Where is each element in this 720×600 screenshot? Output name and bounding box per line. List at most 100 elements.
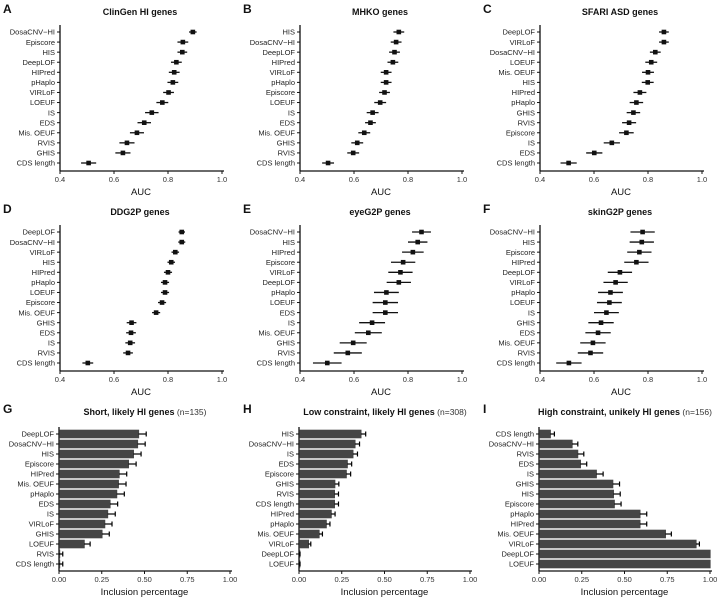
y-tick-label: DosaCNV−HI xyxy=(9,440,54,449)
bar xyxy=(59,529,103,539)
x-tick-label: 0.4 xyxy=(55,175,65,184)
bar xyxy=(539,429,551,439)
y-tick-label: Mis. OEUF xyxy=(257,530,294,539)
y-tick-label: HIPred xyxy=(272,58,295,67)
point-marker xyxy=(366,330,371,336)
point-marker xyxy=(382,90,387,95)
y-tick-label: IS xyxy=(528,139,535,148)
chart-title-text: DDG2P genes xyxy=(110,207,169,217)
point-marker xyxy=(419,229,424,235)
point-marker xyxy=(345,350,351,356)
point-marker xyxy=(166,90,171,95)
bar xyxy=(539,499,615,509)
chart-title-text: Short, likely HI genes xyxy=(84,407,175,417)
y-tick-label: EDS xyxy=(40,118,55,127)
point-marker xyxy=(162,290,168,295)
bar xyxy=(59,539,85,549)
y-tick-label: CDS length xyxy=(496,430,534,439)
y-tick-label: DeepLOF xyxy=(21,430,54,439)
point-marker xyxy=(604,310,609,315)
y-tick-label: DeepLOF xyxy=(502,268,535,277)
x-axis-label: Inclusion percentage xyxy=(581,587,669,598)
y-tick-label: IS xyxy=(288,318,295,327)
bar xyxy=(59,469,120,479)
y-tick-label: IS xyxy=(48,108,55,117)
y-tick-label: DeepLOF xyxy=(22,228,55,237)
y-tick-label: CDS length xyxy=(16,560,54,569)
y-tick-label: Mis. OEUF xyxy=(258,128,295,137)
y-tick-label: EDS xyxy=(39,500,54,509)
point-marker xyxy=(634,259,639,265)
point-marker xyxy=(325,160,331,166)
y-tick-label: EDS xyxy=(280,308,295,317)
y-tick-label: pHaplo xyxy=(511,288,535,297)
y-tick-label: CDS length xyxy=(497,159,535,168)
y-tick-label: VIRLoF xyxy=(510,38,536,47)
bar xyxy=(539,449,579,459)
y-tick-label: Episcore xyxy=(506,248,535,257)
x-tick-label: 0.6 xyxy=(349,175,359,184)
y-tick-label: GHIS xyxy=(277,339,295,348)
point-marker xyxy=(645,80,651,85)
bar xyxy=(59,439,139,449)
x-axis-label: Inclusion percentage xyxy=(101,587,189,598)
y-tick-label: DeepLOF xyxy=(262,48,295,57)
y-tick-label: RVIS xyxy=(518,349,535,358)
bar xyxy=(299,429,362,439)
point-marker xyxy=(160,100,165,105)
x-axis-label: AUC xyxy=(131,387,151,398)
point-marker xyxy=(392,49,397,55)
chart-title-text: eyeG2P genes xyxy=(349,207,410,217)
point-marker xyxy=(172,249,178,255)
y-tick-label: HIS xyxy=(42,48,55,57)
y-tick-label: HIPred xyxy=(32,68,55,77)
point-marker xyxy=(566,160,571,166)
point-marker xyxy=(393,39,399,45)
point-marker xyxy=(398,270,403,275)
point-marker xyxy=(377,100,383,105)
point-marker xyxy=(652,49,658,55)
bar xyxy=(539,479,614,489)
chart-panel-g: G Short, likely HI genes (n=135) 0.00 0.25 0… xyxy=(3,402,238,598)
x-tick-label: 0.6 xyxy=(109,375,119,384)
chart-title-text: SFARI ASD genes xyxy=(582,7,658,17)
bar xyxy=(59,499,111,509)
bar xyxy=(299,509,332,519)
x-tick-label: 1.00 xyxy=(223,575,238,584)
y-tick-label: RVIS xyxy=(37,550,54,559)
point-marker xyxy=(591,150,597,156)
point-marker xyxy=(383,80,389,85)
point-marker xyxy=(153,310,159,315)
point-marker xyxy=(86,160,91,166)
point-marker xyxy=(588,350,593,356)
y-tick-label: CDS length xyxy=(497,359,535,368)
y-tick-label: DeepLOF xyxy=(22,58,55,67)
x-tick-label: 0.6 xyxy=(589,375,599,384)
bar xyxy=(539,529,666,539)
y-tick-label: VIRLoF xyxy=(270,68,296,77)
point-marker xyxy=(383,70,389,75)
chart-title: SFARI ASD genes xyxy=(582,7,658,17)
y-tick-label: RVIS xyxy=(278,149,295,158)
y-tick-label: GHIS xyxy=(516,480,534,489)
x-tick-label: 0.25 xyxy=(334,575,349,584)
point-marker xyxy=(396,29,402,35)
point-marker xyxy=(179,239,185,245)
point-marker xyxy=(159,300,165,305)
point-marker xyxy=(369,320,375,325)
y-tick-label: DosaCNV−HI xyxy=(489,440,534,449)
y-tick-label: DosaCNV−HI xyxy=(250,228,295,237)
bar xyxy=(539,489,614,499)
x-tick-label: 0.8 xyxy=(163,375,173,384)
y-tick-label: LOEUF xyxy=(29,540,54,549)
y-tick-label: GHIS xyxy=(277,139,295,148)
x-tick-label: 0.4 xyxy=(55,375,65,384)
y-tick-label: GHIS xyxy=(36,530,54,539)
chart-title-text: MHKO genes xyxy=(352,7,408,17)
y-tick-label: pHaplo xyxy=(31,78,55,87)
y-tick-label: VIRLoF xyxy=(29,520,55,529)
point-marker xyxy=(400,259,406,265)
chart-panel-a: A ClinGen HI genes 0.4 0.6 0.8 1.0 AUC DosaCNV−… xyxy=(3,2,227,198)
y-tick-label: IS xyxy=(528,308,535,317)
x-tick-label: 0.4 xyxy=(295,375,305,384)
